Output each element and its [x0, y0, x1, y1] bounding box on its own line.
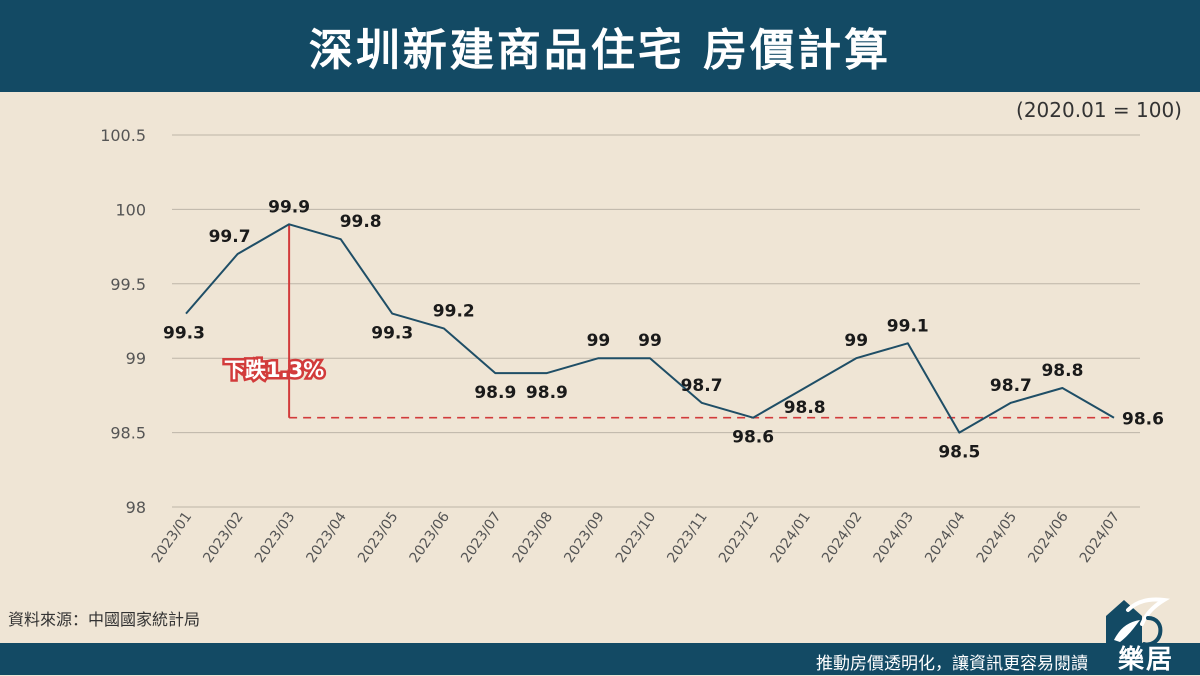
y-tick-label: 100.5 — [100, 126, 146, 145]
series-line-path — [185, 223, 1115, 434]
x-tick-label: 2024/03 — [871, 509, 917, 566]
data-label: 99.9 — [268, 197, 310, 217]
x-tick-label: 2023/06 — [407, 509, 454, 566]
data-label: 99 — [844, 331, 868, 351]
x-tick-label: 2023/02 — [200, 509, 246, 566]
x-tick-label: 2024/01 — [767, 509, 813, 566]
data-label: 99.1 — [887, 316, 929, 336]
y-tick-label: 99.5 — [110, 275, 146, 294]
data-label: 98.6 — [732, 428, 774, 448]
page-title: 深圳新建商品住宅 房價計算 — [308, 25, 892, 76]
data-label: 99.8 — [340, 212, 382, 232]
grid-lines — [172, 134, 1140, 508]
x-tick-label: 2024/06 — [1025, 509, 1072, 566]
x-tick-label: 2024/02 — [819, 509, 865, 566]
data-label: 98.8 — [1041, 361, 1083, 381]
x-axis-ticks: 2023/01 2023/02 2023/03 2023/04 2023/05 2023/… — [149, 509, 1123, 566]
data-label: 99.7 — [209, 227, 251, 247]
drop-percent-label: 下跌1.3% — [224, 358, 324, 382]
x-tick-label: 2023/07 — [458, 509, 504, 566]
data-label: 99.2 — [433, 301, 475, 321]
x-tick-label: 2024/04 — [922, 509, 969, 566]
y-tick-label: 98.5 — [110, 424, 146, 443]
x-tick-label: 2023/04 — [303, 509, 350, 566]
drop-annotation: 下跌1.3% — [222, 224, 1114, 419]
index-base-note: (2020.01 = 100) — [1016, 98, 1182, 122]
data-label: 99.3 — [163, 324, 205, 344]
x-tick-label: 2023/05 — [355, 509, 401, 566]
data-label: 98.5 — [938, 443, 980, 463]
x-tick-label: 2023/09 — [561, 509, 607, 566]
y-tick-label: 98 — [126, 498, 146, 517]
footer-bar: 推動房價透明化，讓資訊更容易閱讀 — [0, 643, 1200, 675]
footer-slogan: 推動房價透明化，讓資訊更容易閱讀 — [816, 654, 1088, 674]
x-tick-label: 2024/05 — [974, 509, 1020, 566]
x-tick-label: 2023/01 — [149, 509, 195, 566]
data-labels: 99.3 99.7 99.9 99.8 99.3 99.2 98.9 98.9 99 99 98.7… — [163, 197, 1164, 462]
data-label: 98.9 — [526, 383, 568, 403]
header-bar: 深圳新建商品住宅 房價計算 — [0, 0, 1200, 92]
x-tick-label: 2023/12 — [716, 509, 762, 566]
data-label: 98.9 — [474, 383, 516, 403]
data-label: 98.8 — [784, 398, 826, 418]
y-axis-ticks: 98 98.5 99 99.5 100 100.5 — [100, 126, 146, 517]
y-tick-label: 100 — [115, 200, 146, 219]
x-tick-label: 2023/11 — [664, 509, 710, 566]
x-tick-label: 2024/07 — [1077, 509, 1123, 566]
data-label: 99.3 — [371, 324, 413, 344]
data-label: 98.7 — [990, 376, 1032, 396]
series-line — [185, 223, 1115, 434]
data-label: 98.7 — [681, 376, 723, 396]
logo-mark-icon — [1106, 597, 1170, 658]
data-source: 資料來源：中國國家統計局 — [8, 610, 201, 629]
x-tick-label: 2023/10 — [613, 509, 659, 566]
data-label: 99 — [587, 331, 611, 351]
x-tick-label: 2023/03 — [252, 509, 298, 566]
x-tick-label: 2023/08 — [510, 509, 556, 566]
data-label: 98.6 — [1122, 410, 1164, 430]
y-tick-label: 99 — [126, 349, 146, 368]
logo-text: 樂居 — [1117, 645, 1174, 675]
data-label: 99 — [638, 331, 662, 351]
